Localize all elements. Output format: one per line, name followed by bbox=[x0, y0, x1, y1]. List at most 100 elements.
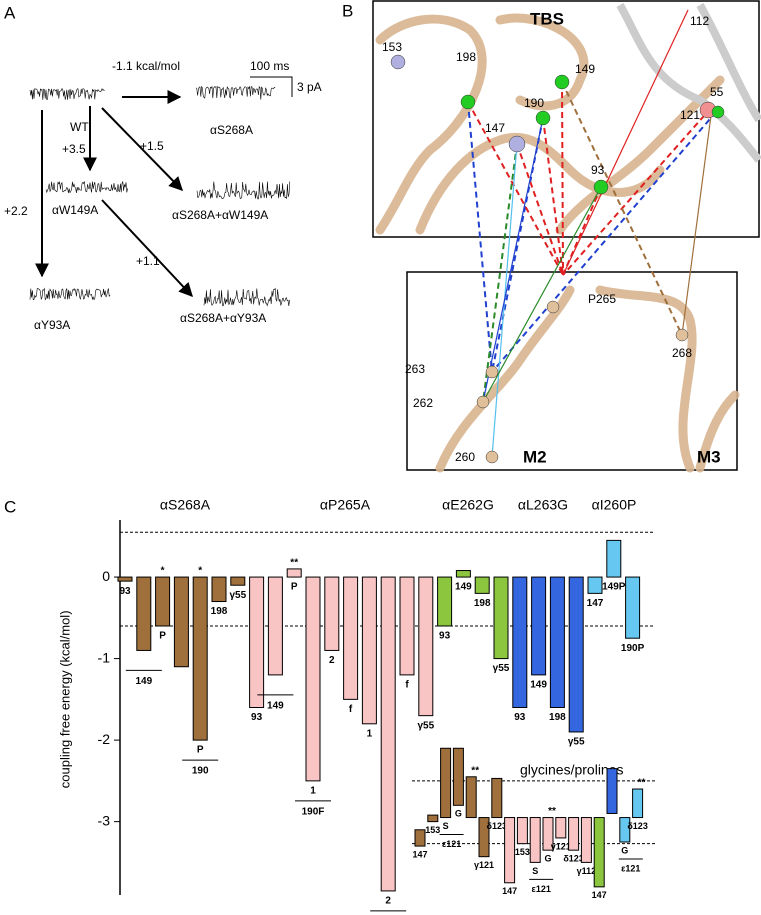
structure-label: 112 bbox=[690, 14, 709, 28]
bar bbox=[493, 576, 509, 660]
scale-label: 3 pA bbox=[297, 80, 322, 94]
bar bbox=[418, 576, 434, 717]
inset-bar bbox=[619, 817, 631, 843]
trace-label: αS268A bbox=[210, 123, 253, 137]
inset-bar bbox=[542, 817, 554, 851]
group-title: αS268A bbox=[160, 497, 211, 513]
significance: * bbox=[198, 566, 202, 577]
structure-label: 190 bbox=[524, 96, 544, 110]
significance: * bbox=[161, 566, 165, 577]
bar-label: γ55 bbox=[568, 737, 585, 748]
bar-label: γ112 bbox=[577, 866, 597, 876]
bar-label: 149 bbox=[530, 680, 547, 691]
group-title: αI260P bbox=[592, 497, 637, 513]
bar-label: 153 bbox=[515, 847, 530, 857]
bar-label: 198 bbox=[211, 606, 228, 617]
bar-label: G bbox=[544, 854, 551, 864]
under-label: ε121 bbox=[442, 839, 461, 849]
bar bbox=[474, 576, 490, 594]
bar bbox=[399, 576, 415, 676]
trace bbox=[29, 287, 111, 301]
inset-bar bbox=[555, 817, 567, 839]
bar-label: f bbox=[405, 680, 409, 691]
bar-label: G bbox=[455, 809, 462, 819]
bar-label: P bbox=[197, 745, 204, 756]
structure-label: 149 bbox=[575, 62, 595, 76]
current-traces bbox=[29, 85, 291, 307]
bar-label: 198 bbox=[474, 598, 491, 609]
inset-title: glycines/prolines bbox=[520, 762, 624, 778]
structure-label: 198 bbox=[456, 50, 476, 64]
inset-bar bbox=[491, 777, 503, 819]
chart: coupling free energy (kcal/mol) 0 -1 -2 -3 gl… bbox=[57, 497, 655, 912]
trace-label: αY93A bbox=[34, 318, 70, 332]
bar bbox=[606, 539, 622, 578]
trace bbox=[45, 181, 128, 194]
bar-label: 93 bbox=[514, 712, 526, 723]
bar bbox=[267, 576, 283, 676]
trace bbox=[196, 181, 291, 200]
inset-bar bbox=[580, 817, 592, 863]
trace bbox=[29, 87, 105, 101]
bar bbox=[587, 576, 603, 594]
bar bbox=[192, 576, 208, 741]
trace-label: αS268A+αW149A bbox=[172, 208, 268, 222]
bar-label: γ55 bbox=[417, 720, 434, 731]
bar bbox=[249, 576, 265, 709]
structure-label: 93 bbox=[591, 163, 605, 177]
bar bbox=[155, 576, 171, 627]
trace-label: αW149A bbox=[52, 203, 98, 217]
bar-label: 1 bbox=[367, 728, 373, 739]
under-label: 190F bbox=[302, 807, 325, 818]
inset-bar bbox=[427, 814, 439, 823]
energy-label: +3.5 bbox=[62, 142, 86, 156]
bar bbox=[380, 576, 396, 892]
bar-label: 1 bbox=[310, 786, 316, 797]
panel-label: C bbox=[4, 497, 16, 516]
bar-label: S bbox=[443, 821, 449, 831]
bar-label: 147 bbox=[592, 890, 607, 900]
bar-label: δ123 bbox=[627, 821, 647, 831]
bar bbox=[173, 576, 189, 668]
inset-bar bbox=[632, 788, 644, 819]
scale-label: 100 ms bbox=[250, 59, 289, 73]
significance: ** bbox=[290, 558, 298, 569]
bar bbox=[625, 576, 641, 639]
bar-label: P bbox=[159, 631, 166, 642]
bar-label: 190P bbox=[621, 643, 645, 654]
inset-bar bbox=[414, 829, 426, 847]
structure-label: TBS bbox=[530, 9, 564, 28]
bar-label: 93 bbox=[119, 586, 131, 597]
trace-label: WT bbox=[70, 120, 89, 134]
inset-bar bbox=[478, 817, 490, 858]
bar-label: δ123 bbox=[563, 854, 583, 864]
panel-label: B bbox=[342, 1, 353, 20]
bar-label: γ55 bbox=[493, 663, 510, 674]
inset-bar bbox=[504, 817, 516, 884]
significance: ** bbox=[638, 778, 646, 789]
bar-label: f bbox=[349, 704, 353, 715]
bar bbox=[512, 576, 528, 709]
inset-bar bbox=[465, 776, 477, 819]
bar bbox=[549, 576, 565, 709]
energy-label: +1.1 bbox=[136, 254, 160, 268]
bar bbox=[437, 576, 453, 627]
structure-label: M3 bbox=[697, 447, 721, 466]
structure bbox=[372, 0, 761, 473]
bar bbox=[568, 576, 584, 733]
inset-bar bbox=[440, 747, 452, 819]
inset-bar bbox=[606, 768, 618, 814]
bar-label: P bbox=[291, 582, 298, 593]
bar bbox=[531, 576, 547, 676]
structure-label: M2 bbox=[523, 447, 547, 466]
bar-label: 147 bbox=[502, 886, 517, 896]
structure-label: 268 bbox=[672, 346, 692, 360]
energy-label: -1.1 kcal/mol bbox=[112, 59, 180, 73]
structure-labels: TBS 153 198 149 190 147 112 121 55 93 P265 263 268 26… bbox=[382, 9, 724, 466]
structure-label: 260 bbox=[455, 450, 475, 464]
panel-label: A bbox=[4, 3, 16, 22]
bar-label: 2 bbox=[385, 896, 391, 907]
structure-label: 55 bbox=[710, 85, 724, 99]
bar-label: 147 bbox=[587, 598, 604, 609]
bar bbox=[343, 576, 359, 700]
